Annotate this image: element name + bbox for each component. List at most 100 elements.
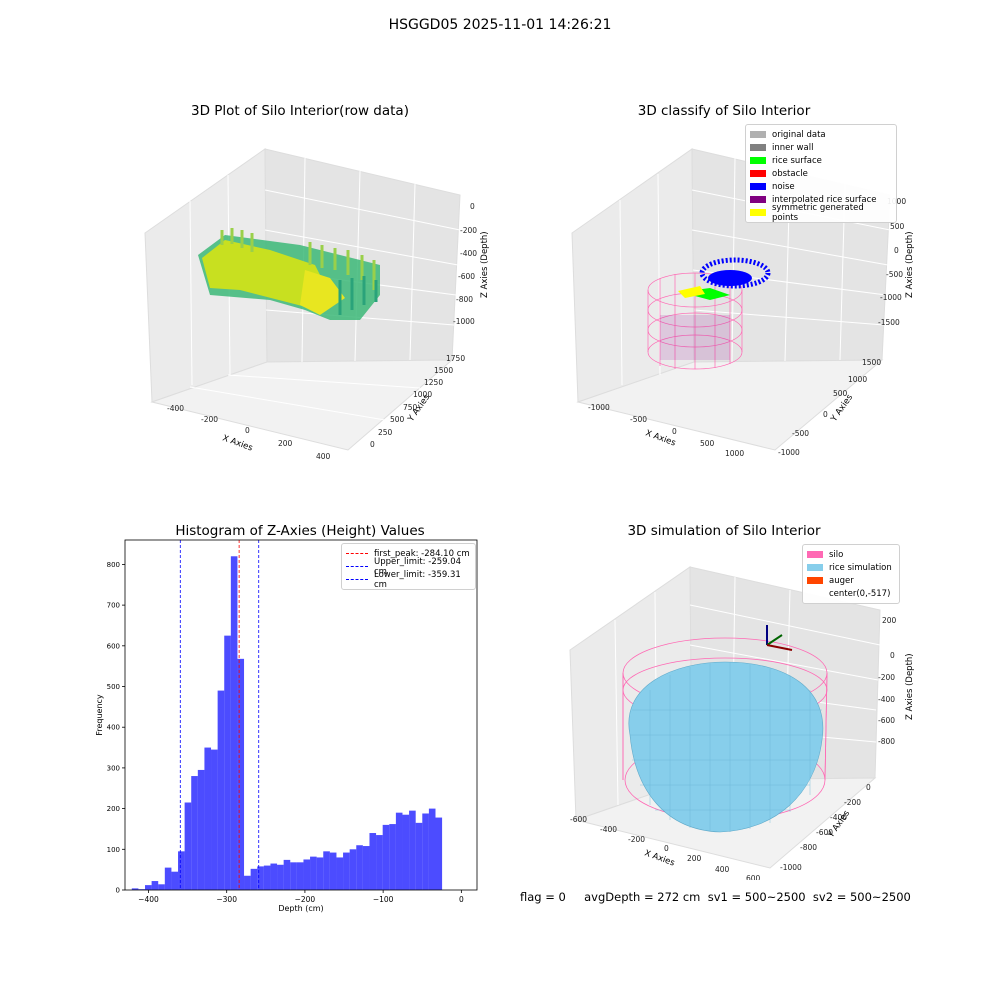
simulation-plot-title: 3D simulation of Silo Interior — [627, 523, 821, 539]
grid-lines — [619, 157, 891, 386]
histogram-bar — [329, 852, 337, 890]
y-tick: 0 — [370, 440, 375, 449]
silo-wireframe-front — [622, 672, 828, 781]
x-tick: 600 — [746, 874, 761, 880]
histogram-bar — [310, 856, 317, 890]
z-axis-label: Z Axies (Depth) — [905, 231, 915, 298]
z-tick: -400 — [878, 695, 895, 704]
classify-plot-title: 3D classify of Silo Interior — [637, 103, 811, 119]
y-tick: 1000 — [848, 375, 867, 384]
legend-item-rice-simulation: rice simulation — [807, 561, 895, 574]
histogram-bar — [402, 814, 410, 890]
z-tick: 0 — [894, 246, 899, 255]
histogram-bar — [283, 859, 291, 890]
legend-swatch — [807, 590, 823, 597]
y-tick-label: 800 — [107, 561, 120, 569]
z-tick: -800 — [878, 737, 895, 746]
y-tick: -800 — [800, 843, 817, 852]
y-tick: -1000 — [780, 863, 802, 872]
histogram-bar — [145, 885, 152, 890]
y-ticks: 0 100 200 300 400 500 600 700 800 — [107, 561, 125, 895]
legend-swatch — [750, 183, 766, 190]
y-tick: -500 — [792, 429, 809, 438]
x-tick: 1000 — [725, 449, 744, 458]
y-tick: 1500 — [434, 366, 453, 375]
legend-swatch — [750, 131, 766, 138]
histogram-bar — [244, 875, 251, 890]
y-tick-label: 0 — [116, 887, 120, 895]
x-tick: 500 — [700, 439, 715, 448]
x-tick: -600 — [570, 815, 587, 824]
z-tick: 0 — [890, 651, 895, 660]
raw-plot-title: 3D Plot of Silo Interior(row data) — [191, 103, 409, 119]
histogram-bar — [138, 889, 146, 890]
legend-item-symmetric: symmetric generated points — [750, 203, 892, 223]
y-tick: -1000 — [778, 448, 800, 457]
z-tick: -200 — [460, 226, 477, 235]
histogram-bar — [296, 862, 304, 890]
x-tick: -1000 — [588, 403, 610, 412]
y-tick-label: 100 — [107, 846, 120, 854]
grid-lines — [189, 157, 461, 421]
histogram-bar — [369, 833, 377, 890]
z-tick: 200 — [882, 616, 897, 625]
legend-line — [346, 579, 368, 580]
y-tick-label: 400 — [107, 724, 120, 732]
histogram-bar — [343, 852, 350, 890]
y-axis-label: Frequency — [95, 694, 104, 736]
y-tick: -400 — [830, 813, 847, 822]
figure-title: HSGGD05 2025-11-01 14:26:21 — [388, 17, 612, 33]
legend-item-rice-surface: rice surface — [750, 154, 892, 167]
x-tick: -500 — [630, 415, 647, 424]
histogram-vlines — [179, 540, 260, 890]
histogram-bar — [211, 749, 218, 890]
raw-3d-plot: -400 -200 0 200 400 0 250 500 750 1000 1… — [144, 148, 490, 460]
histogram-title: Histogram of Z-Axies (Height) Values — [175, 523, 425, 539]
histogram-bar — [435, 817, 443, 890]
z-tick: -600 — [878, 716, 895, 725]
noise-points — [699, 257, 771, 289]
y-tick-label: 700 — [107, 602, 120, 610]
histogram-bar — [164, 867, 172, 890]
y-tick-label: 200 — [107, 805, 120, 813]
x-ticks: −400 −300 −200 −100 0 — [138, 890, 464, 904]
x-tick-label: −100 — [373, 895, 394, 904]
z-axis-label: Z Axies (Depth) — [905, 653, 915, 720]
x-tick: 0 — [672, 427, 677, 436]
legend-item-upper-limit: Upper_limit: -259.04 cm — [346, 557, 471, 577]
y-tick: 0 — [866, 783, 871, 792]
silo-wireframe — [647, 272, 743, 370]
legend-swatch — [750, 170, 766, 177]
y-tick: 500 — [390, 415, 405, 424]
z-tick: -400 — [460, 249, 477, 258]
histogram-bar — [184, 802, 192, 890]
z-tick: 0 — [470, 202, 475, 211]
histogram-bar — [395, 812, 403, 890]
classify-legend: original data inner wall rice surface ob… — [745, 124, 897, 223]
y-tick: 1000 — [413, 390, 432, 399]
y-tick: 1750 — [446, 354, 465, 363]
x-tick-label: −400 — [138, 895, 159, 904]
legend-line — [346, 553, 368, 554]
z-tick: -1000 — [453, 317, 475, 326]
histogram-bar — [316, 857, 324, 890]
center-axes-marker — [766, 625, 793, 651]
legend-item-original-data: original data — [750, 128, 892, 141]
x-tick-label: −300 — [216, 895, 237, 904]
x-axis-label: X Axies — [643, 848, 676, 868]
rice-simulation-surface — [628, 661, 824, 833]
histogram-bar — [277, 864, 284, 890]
legend-item-inner-wall: inner wall — [750, 141, 892, 154]
point-cloud-columns — [220, 228, 376, 290]
interpolated-points — [660, 315, 730, 360]
x-tick-label: −200 — [295, 895, 316, 904]
y-tick-label: 300 — [107, 764, 120, 772]
legend-item-obstacle: obstacle — [750, 167, 892, 180]
histogram-bar — [336, 857, 344, 890]
legend-item-center: center(0,-517) — [807, 587, 895, 600]
histogram-bar — [270, 863, 278, 890]
histogram-bar — [131, 888, 139, 890]
histogram-bar — [197, 769, 205, 890]
histogram-bar — [230, 556, 238, 890]
point-cloud-near — [202, 240, 330, 308]
